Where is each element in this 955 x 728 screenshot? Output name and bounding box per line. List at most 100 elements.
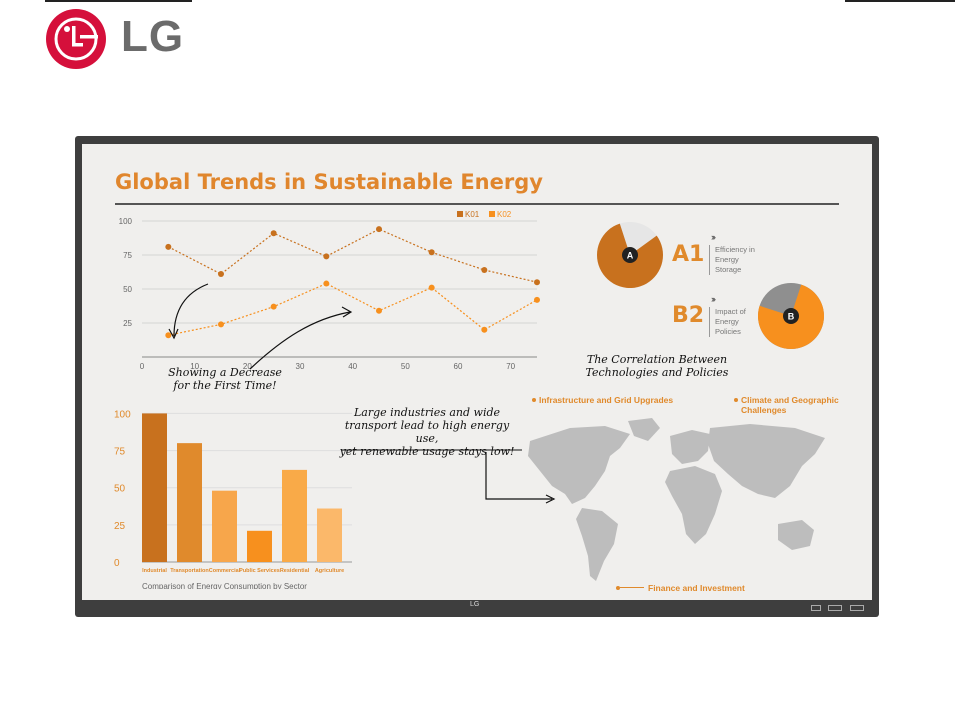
map-label-climate: Climate and Geographic Challenges (741, 395, 861, 415)
data-point (428, 249, 435, 256)
display-bezel: Global Trends in Sustainable Energy 25 50… (75, 136, 879, 617)
pie-marker-label: B (788, 312, 795, 322)
power-button[interactable] (811, 605, 821, 611)
data-point (270, 303, 277, 310)
data-point (481, 266, 488, 273)
legend-label: K02 (497, 210, 512, 219)
map-greenland (628, 418, 660, 441)
display-screen: Global Trends in Sustainable Energy 25 50… (82, 144, 872, 600)
map-marker-climate (734, 398, 738, 402)
x-tick-label: Commercial (209, 568, 241, 574)
data-point (218, 271, 224, 278)
x-tick-label: 70 (506, 362, 515, 369)
legend-swatch (457, 211, 463, 217)
x-tick-label: Transportation (170, 568, 209, 574)
world-map (528, 418, 825, 581)
data-point (218, 321, 224, 328)
x-tick-label: 20 (243, 362, 252, 369)
y-tick-label: 0 (114, 558, 120, 569)
title-rule (115, 203, 839, 205)
annotation-industry-text: Large industries and wide transport lead… (339, 406, 515, 458)
bezel-logo: LG (470, 601, 480, 608)
pie-a-desc-line: Efficiency in (715, 245, 755, 254)
y-tick-label: 75 (114, 447, 126, 458)
input-button[interactable] (828, 605, 842, 611)
top-rule-left (45, 0, 192, 2)
data-point (481, 326, 488, 333)
bar (142, 413, 167, 562)
map-marker-infrastructure (532, 398, 536, 402)
y-tick-label: 25 (114, 521, 126, 532)
bezel-bottom-bar: LG (75, 600, 879, 617)
pie-b-description: Impact of Energy Policies (709, 307, 746, 337)
map-africa (665, 466, 722, 544)
y-tick-label: 100 (119, 217, 133, 226)
brand-name: LG (121, 12, 185, 61)
top-rule-right (845, 0, 955, 2)
data-point (323, 253, 330, 260)
chevrons-icon: ››› (711, 232, 716, 242)
bar (247, 530, 272, 562)
pie-a-description: Efficiency in Energy Storage (709, 245, 755, 275)
annotation-decrease-text: Showing a Decrease for the First Time! (168, 366, 282, 392)
bar (177, 443, 202, 562)
legend-label: K01 (465, 210, 480, 219)
annotation-industry: Large industries and wide transport lead… (332, 406, 522, 458)
bar (212, 490, 237, 562)
chart-caption: Comparison of Energy Consumption by Sect… (142, 582, 307, 589)
series-line (168, 228, 538, 283)
y-tick-label: 50 (123, 285, 132, 294)
map-south-america (576, 508, 618, 581)
lg-logo-icon (46, 9, 106, 69)
volume-button[interactable] (850, 605, 864, 611)
correlation-title-text: The Correlation Between Technologies and… (585, 353, 729, 379)
x-tick-label: 50 (401, 362, 410, 369)
map-label-climate-text: Climate and Geographic Challenges (741, 395, 839, 415)
data-point (376, 307, 382, 314)
pie-chart-b: B (758, 283, 824, 349)
x-tick-label: Residential (280, 568, 310, 574)
chevrons-icon: ››› (711, 294, 716, 304)
map-europe (670, 430, 710, 464)
x-tick-label: 40 (348, 362, 357, 369)
pie-marker (622, 247, 638, 263)
data-point (428, 284, 435, 291)
y-tick-label: 75 (123, 251, 132, 260)
x-tick-label: Agriculture (315, 568, 344, 574)
data-point (376, 226, 382, 233)
series-line (168, 282, 538, 336)
legend-swatch (489, 211, 495, 217)
data-point (165, 332, 172, 339)
y-tick-label: 100 (114, 409, 131, 420)
x-tick-label: Public Services (239, 568, 280, 574)
pie-b-desc-line: Policies (715, 327, 741, 336)
correlation-title: The Correlation Between Technologies and… (572, 353, 742, 379)
slide-title: Global Trends in Sustainable Energy (115, 170, 543, 194)
data-point (534, 279, 540, 286)
pie-marker-label: A (627, 251, 634, 261)
map-north-america (528, 426, 630, 504)
map-australia (778, 520, 814, 550)
map-finance-connector (620, 587, 644, 588)
map-marker-finance (616, 586, 620, 590)
pie-b-desc-line: Energy (715, 317, 739, 326)
x-tick-label: 0 (140, 362, 145, 369)
x-tick-label: Industrial (142, 568, 167, 574)
bar (282, 469, 307, 562)
map-label-infrastructure: Infrastructure and Grid Upgrades (539, 395, 674, 405)
map-asia (708, 424, 825, 498)
annotation-decrease: Showing a Decrease for the First Time! (140, 366, 310, 392)
pie-a-desc-line: Storage (715, 265, 742, 274)
data-point (323, 280, 330, 287)
x-tick-label: 10 (190, 362, 199, 369)
y-tick-label: 25 (123, 319, 132, 328)
data-point (165, 243, 172, 250)
pie-marker (783, 308, 799, 324)
map-label-finance: Finance and Investment (648, 583, 745, 593)
pie-b-desc-line: Impact of (715, 307, 746, 316)
bar-chart: 0 25 50 75 100 Industrial Transportation Commer… (114, 409, 352, 589)
x-tick-label: 60 (454, 362, 463, 369)
bar (317, 508, 342, 562)
pie-a-desc-line: Energy (715, 255, 739, 264)
